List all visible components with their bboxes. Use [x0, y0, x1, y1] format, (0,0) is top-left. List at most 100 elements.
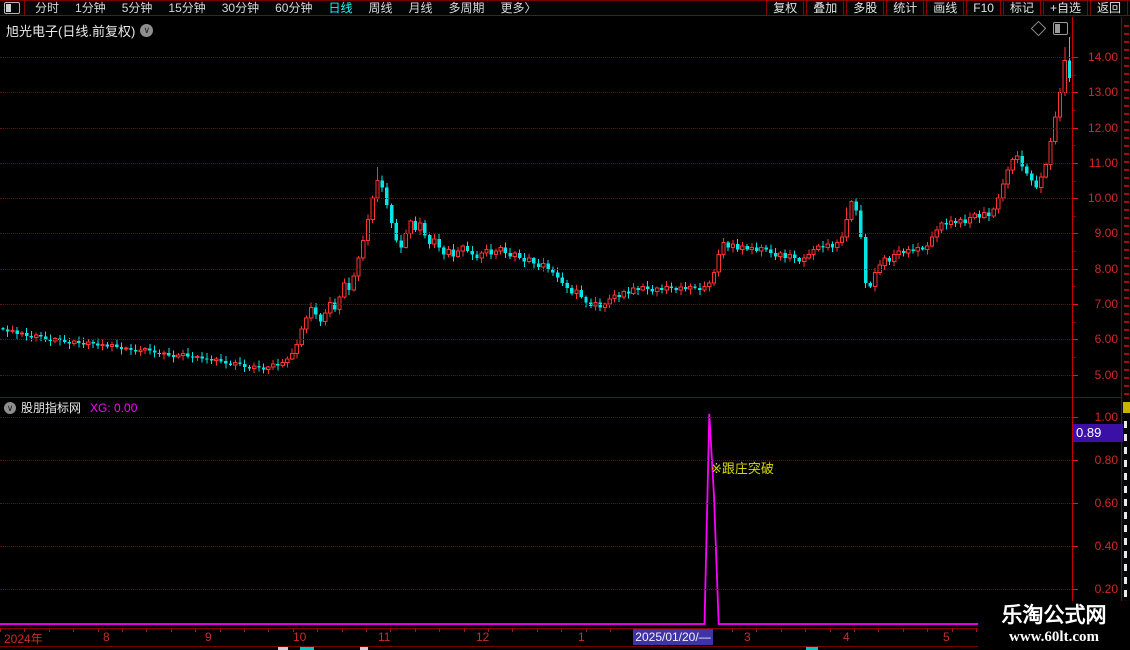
clipped-white-glyphs — [1124, 421, 1127, 606]
x-axis-tick — [903, 628, 904, 632]
price-axis-minor-tick — [1072, 251, 1076, 253]
xaxis-top-border — [0, 628, 1130, 629]
date-highlight-badge: 2025/01/20/— — [633, 629, 713, 645]
toolbar-button[interactable]: 复权 — [766, 0, 805, 16]
price-axis-tick — [1072, 57, 1078, 58]
pane-toggle-icon[interactable] — [1053, 22, 1068, 35]
period-tab[interactable]: 5分钟 — [121, 1, 153, 15]
price-gridline — [0, 374, 1072, 376]
price-axis-label: 9.00 — [1094, 226, 1118, 241]
x-axis-tick — [24, 628, 25, 632]
x-axis-tick — [439, 628, 440, 632]
x-axis-tick — [0, 628, 1, 632]
x-axis-tick — [512, 628, 513, 632]
x-axis-tick — [98, 628, 99, 632]
x-axis-tick — [610, 628, 611, 632]
x-axis-tick — [317, 628, 318, 632]
x-axis-tick — [220, 628, 221, 632]
toolbar-button[interactable]: 画线 — [926, 0, 965, 16]
x-axis-tick — [781, 628, 782, 632]
watermark-url: www.60lt.com — [1009, 629, 1099, 645]
price-axis-label: 12.00 — [1087, 120, 1118, 135]
toolbar-divider — [24, 1, 25, 15]
x-axis-tick — [268, 628, 269, 632]
indicator-gridline — [0, 589, 1072, 590]
toolbar-button[interactable]: +自选 — [1042, 0, 1088, 16]
x-axis-tick — [390, 628, 391, 632]
period-tab[interactable]: 1分钟 — [75, 1, 106, 15]
toolbar-button[interactable]: 多股 — [846, 0, 885, 16]
x-axis-tick — [366, 628, 367, 632]
price-gridline — [0, 127, 1072, 129]
toolbar-button[interactable]: 返回 — [1089, 0, 1128, 16]
indicator-chart[interactable] — [0, 397, 1072, 629]
price-axis-tick — [1072, 92, 1078, 94]
diamond-icon[interactable] — [1030, 20, 1047, 37]
price-axis-line — [1072, 17, 1073, 646]
price-axis-label: 5.00 — [1094, 367, 1118, 382]
watermark: 乐淘公式网 www.60lt.com — [978, 601, 1130, 650]
x-axis-label: 4 — [843, 630, 850, 644]
x-axis-tick — [830, 628, 831, 632]
x-axis-label: 3 — [744, 630, 751, 644]
period-tab[interactable]: 分时 — [35, 1, 60, 15]
layout-split-icon[interactable] — [4, 2, 20, 14]
price-gridline — [0, 304, 1072, 306]
period-tab[interactable]: 月线 — [408, 1, 433, 15]
x-axis-label: 1 — [578, 630, 585, 644]
x-axis-tick — [488, 628, 489, 632]
indicator-gridline — [0, 417, 1072, 418]
x-axis-tick — [171, 628, 172, 632]
x-axis-tick — [952, 628, 953, 632]
x-axis-label: 5 — [943, 630, 950, 644]
indicator-axis-badge: 0.89 — [1073, 424, 1123, 442]
x-axis-tick — [73, 628, 74, 632]
price-axis-label: 11.00 — [1088, 155, 1118, 170]
toolbar-button[interactable]: 叠加 — [806, 0, 845, 16]
x-axis-label: 10 — [293, 630, 307, 644]
period-tab[interactable]: 30分钟 — [221, 1, 260, 15]
period-tab[interactable]: 日线 — [328, 1, 353, 15]
price-gridline — [0, 198, 1072, 200]
price-gridline — [0, 339, 1072, 341]
price-axis-tick — [1072, 233, 1078, 235]
indicator-axis-label: 0.40 — [1094, 539, 1118, 553]
period-tab[interactable]: 周线 — [368, 1, 393, 15]
candlestick-chart[interactable] — [0, 17, 1072, 397]
chevron-down-icon[interactable]: ∨ — [4, 401, 16, 414]
chevron-down-icon[interactable]: ∨ — [140, 24, 154, 37]
x-axis-tick — [195, 628, 196, 632]
x-axis-tick — [537, 628, 538, 632]
x-axis-tick — [732, 628, 733, 632]
indicator-axis-label: 0.60 — [1094, 496, 1118, 510]
price-axis-minor-tick — [1072, 321, 1076, 323]
indicator-gridline — [0, 460, 1072, 461]
clipped-bottom-text — [300, 647, 314, 650]
indicator-gridline — [0, 546, 1072, 547]
price-axis-tick — [1072, 304, 1078, 306]
x-axis-tick — [122, 628, 123, 632]
indicator-header: ∨ 股朋指标网 XG: 0.00 — [4, 399, 137, 416]
period-tab[interactable]: 60分钟 — [275, 1, 313, 15]
x-axis-tick — [927, 628, 928, 632]
clipped-yellow-glyph — [1123, 402, 1130, 413]
period-tab[interactable]: 15分钟 — [168, 1, 206, 15]
indicator-axis-label: 0.20 — [1094, 582, 1118, 596]
price-gridline — [0, 57, 1072, 58]
price-axis-label: 14.00 — [1087, 50, 1118, 64]
x-axis-tick — [244, 628, 245, 632]
toolbar-button[interactable]: F10 — [966, 0, 1001, 16]
toolbar-button[interactable]: 标记 — [1002, 0, 1041, 16]
price-axis-tick — [1072, 268, 1078, 270]
clipped-bottom-text — [360, 647, 368, 650]
price-axis-minor-tick — [1072, 74, 1076, 76]
indicator-axis-tick — [1072, 460, 1078, 461]
price-axis-label: 13.00 — [1087, 85, 1118, 100]
x-axis-label: 9 — [205, 630, 212, 644]
indicator-axis-tick — [1072, 417, 1078, 418]
indicator-axis-label: 1.00 — [1094, 410, 1118, 424]
right-sidebar-clipped-strip — [1121, 17, 1130, 646]
period-tab[interactable]: 更多〉 — [500, 1, 537, 15]
toolbar-button[interactable]: 统计 — [886, 0, 925, 16]
period-tab[interactable]: 多周期 — [448, 1, 485, 15]
